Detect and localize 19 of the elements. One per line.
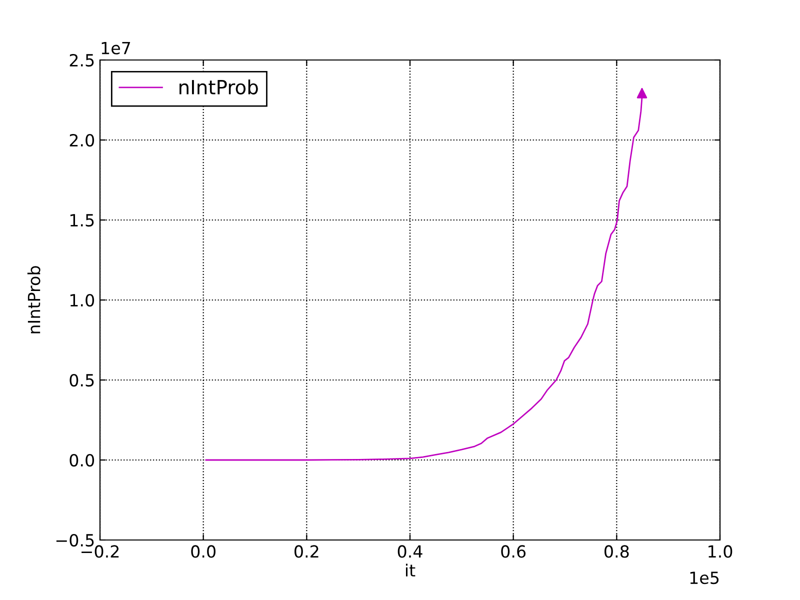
y-tick-label: −0.5 [56,534,94,547]
y-tick-label: 1.0 [70,294,94,307]
x-tick-label: 0.6 [501,545,526,558]
x-tick-label: 0.4 [398,545,422,558]
y-axis-title: nIntProb [27,266,40,334]
y-tick-label: 2.5 [70,54,94,67]
x-tick-label: 0.0 [191,545,216,558]
legend-label: nIntProb [180,79,258,94]
x-tick-label: 0.2 [294,545,318,558]
y-tick-label: 1.5 [70,214,94,227]
text: 1e5 [690,572,719,584]
y-tick-label: 0.0 [70,454,94,467]
x-tick-label: −0.2 [82,545,119,558]
y-tick-label: 2.0 [70,134,94,147]
y-tick-label: 0.5 [70,374,94,387]
x-tick-label: 1.0 [708,545,732,558]
x-tick-label: 0.8 [604,545,629,558]
text: 1e7 [102,42,130,54]
x-axis-title: it [406,564,416,576]
